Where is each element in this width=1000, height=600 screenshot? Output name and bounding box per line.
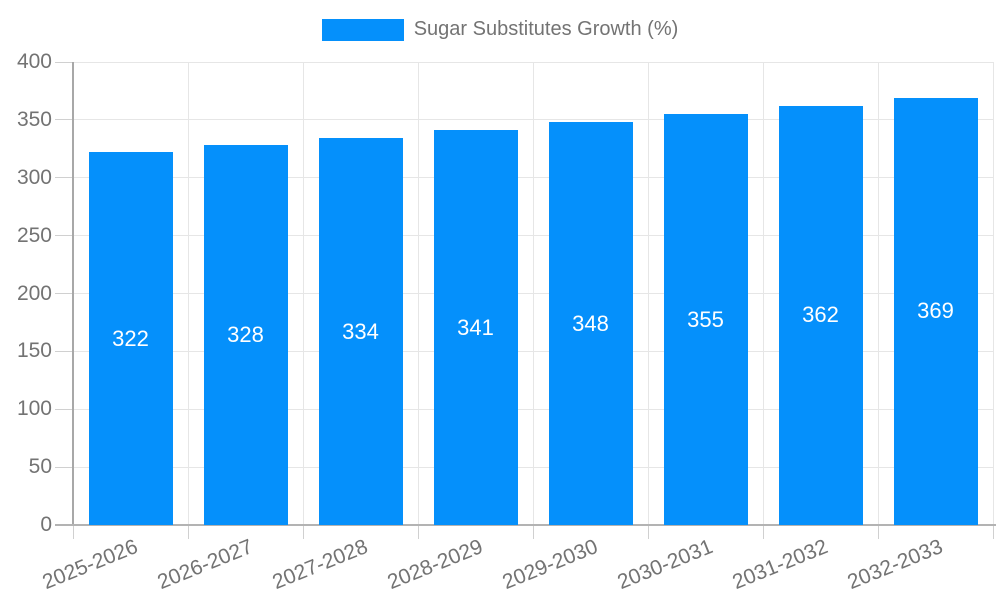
y-axis-tick [55, 235, 73, 237]
gridline-vertical [877, 62, 879, 525]
x-axis-label: 2032-2033 [844, 535, 947, 594]
y-axis-label: 200 [16, 281, 52, 305]
y-axis-label: 50 [28, 455, 52, 479]
y-axis-label: 300 [16, 165, 52, 189]
gridline-vertical [992, 62, 994, 525]
x-axis-tick [992, 525, 994, 539]
x-axis-tick [647, 525, 649, 539]
x-axis-label: 2026-2027 [154, 535, 257, 594]
bar[interactable] [548, 122, 633, 525]
bar[interactable] [318, 138, 403, 525]
bar[interactable] [433, 130, 518, 525]
bar-value-label: 322 [112, 325, 149, 351]
y-axis-tick [55, 61, 73, 63]
x-axis-label: 2025-2026 [39, 535, 142, 594]
y-axis-label: 400 [16, 50, 52, 73]
y-axis-tick [55, 350, 73, 352]
gridline-vertical [302, 62, 304, 525]
bar-value-label: 334 [342, 318, 379, 344]
y-axis-tick [55, 466, 73, 468]
x-axis-tick [302, 525, 304, 539]
legend-item[interactable]: Sugar Substitutes Growth (%) [0, 18, 1000, 41]
bar[interactable] [88, 152, 173, 525]
gridline-vertical [417, 62, 419, 525]
gridline-vertical [187, 62, 189, 525]
y-axis-tick [55, 119, 73, 121]
bar-value-label: 362 [802, 302, 839, 328]
y-axis-tick [55, 293, 73, 294]
bar[interactable] [663, 114, 748, 525]
y-axis-label: 0 [40, 513, 52, 536]
y-axis-label: 350 [16, 107, 52, 131]
x-axis-tick [877, 525, 879, 539]
x-axis-label: 2030-2031 [614, 535, 717, 594]
legend-label: Sugar Substitutes Growth (%) [413, 18, 679, 40]
x-axis-tick [532, 525, 534, 539]
bar-value-label: 369 [917, 298, 954, 324]
y-axis-label: 250 [16, 223, 52, 247]
bar-value-label: 328 [227, 322, 264, 348]
gridline-vertical [532, 62, 534, 525]
x-axis-line [55, 524, 996, 526]
bar-value-label: 348 [572, 310, 609, 336]
x-axis-tick [72, 525, 74, 539]
x-axis-label: 2031-2032 [729, 535, 832, 594]
x-axis-label: 2028-2029 [384, 535, 487, 594]
y-axis-label: 100 [16, 397, 52, 421]
bar[interactable] [203, 145, 288, 525]
y-axis-tick [55, 408, 73, 410]
x-axis-tick [762, 525, 764, 539]
x-axis-tick [417, 525, 419, 539]
x-axis-label: 2027-2028 [269, 535, 372, 594]
x-axis-label: 2029-2030 [499, 535, 602, 594]
legend-swatch [321, 18, 404, 41]
bar-value-label: 341 [457, 314, 494, 340]
y-axis-label: 150 [16, 339, 52, 363]
gridline-vertical [647, 62, 649, 525]
gridline-vertical [762, 62, 764, 525]
y-axis-tick [55, 177, 73, 179]
bar[interactable] [778, 105, 863, 525]
bar-value-label: 355 [687, 306, 724, 332]
bar[interactable] [893, 97, 978, 525]
x-axis-tick [187, 525, 189, 539]
y-axis-line [72, 62, 74, 525]
